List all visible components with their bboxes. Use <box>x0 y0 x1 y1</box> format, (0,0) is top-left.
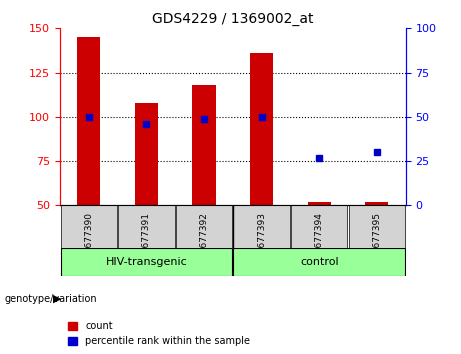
Text: GSM677391: GSM677391 <box>142 212 151 267</box>
FancyBboxPatch shape <box>176 205 232 248</box>
Legend: count, percentile rank within the sample: count, percentile rank within the sample <box>65 319 253 349</box>
Bar <box>250 53 273 205</box>
Bar <box>135 103 158 205</box>
Bar <box>77 37 100 205</box>
FancyBboxPatch shape <box>118 205 175 248</box>
FancyBboxPatch shape <box>233 205 290 248</box>
FancyBboxPatch shape <box>60 205 117 248</box>
Title: GDS4229 / 1369002_at: GDS4229 / 1369002_at <box>152 12 313 26</box>
Text: ▶: ▶ <box>53 294 61 304</box>
Text: GSM677395: GSM677395 <box>372 212 381 267</box>
FancyBboxPatch shape <box>233 248 405 276</box>
Text: GSM677392: GSM677392 <box>200 212 208 267</box>
Text: HIV-transgenic: HIV-transgenic <box>106 257 187 267</box>
Text: genotype/variation: genotype/variation <box>5 294 97 304</box>
FancyBboxPatch shape <box>291 205 348 248</box>
FancyBboxPatch shape <box>60 248 232 276</box>
Text: GSM677393: GSM677393 <box>257 212 266 267</box>
Text: control: control <box>300 257 338 267</box>
Text: GSM677390: GSM677390 <box>84 212 93 267</box>
Bar <box>365 202 388 205</box>
FancyBboxPatch shape <box>349 205 405 248</box>
Bar <box>308 202 331 205</box>
Bar <box>193 85 216 205</box>
Text: GSM677394: GSM677394 <box>315 212 324 267</box>
